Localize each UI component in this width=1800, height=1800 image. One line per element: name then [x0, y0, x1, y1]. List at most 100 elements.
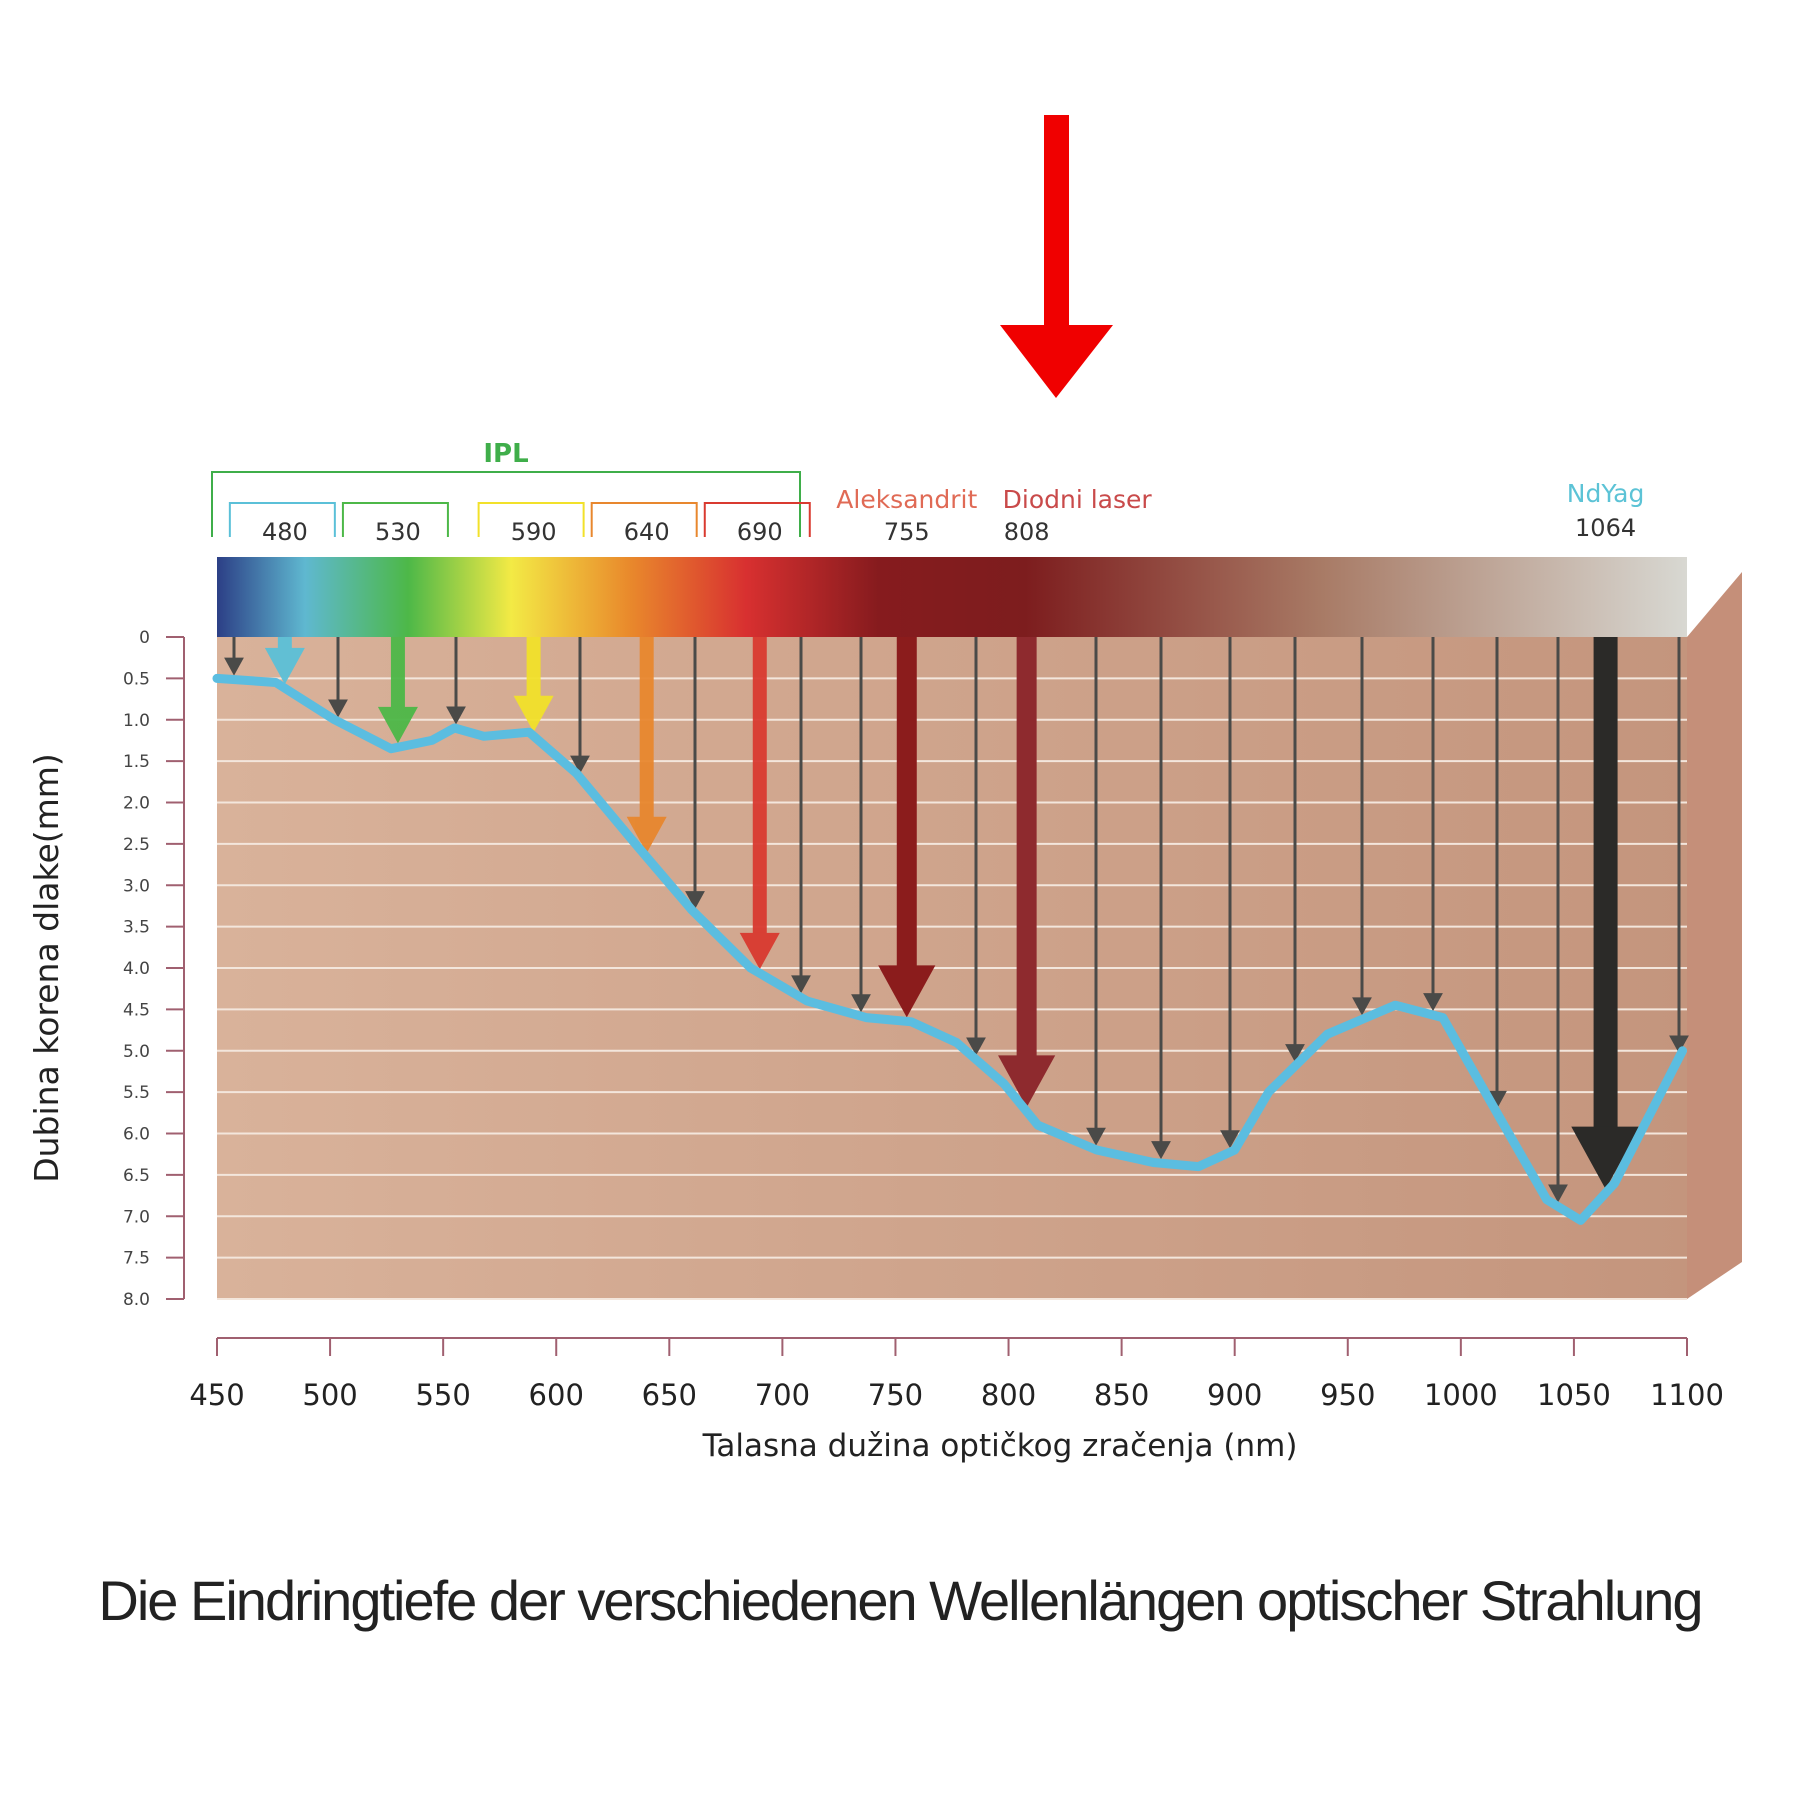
gray-arrow-head — [1352, 997, 1372, 1016]
x-tick-label: 800 — [981, 1378, 1036, 1412]
gray-arrow-head — [1423, 993, 1443, 1012]
gray-arrow — [966, 637, 986, 1056]
gray-arrow-shaft — [336, 637, 340, 702]
y-tick-label: 1.5 — [123, 752, 150, 772]
gray-arrow-shaft — [1293, 637, 1297, 1047]
gray-arrow — [446, 637, 466, 725]
laser-arrow-head — [1571, 1126, 1640, 1190]
gray-arrow-head — [1151, 1141, 1171, 1160]
depth-curve — [212, 673, 1687, 1225]
filter-arrow — [739, 637, 780, 970]
x-tick-label: 1050 — [1537, 1378, 1611, 1412]
y-tick-label: 0.5 — [123, 669, 150, 689]
filter-wavelength: 530 — [375, 518, 421, 546]
gray-arrow-shaft — [578, 637, 582, 758]
laser-arrow — [1571, 637, 1640, 1190]
gray-arrow-head — [1548, 1184, 1568, 1203]
gray-arrow — [1423, 637, 1443, 1012]
filter-bracket — [341, 502, 449, 537]
filter-arrow — [626, 637, 667, 854]
gray-arrow-shaft — [1094, 637, 1098, 1130]
gray-arrow — [851, 637, 871, 1013]
gray-arrow-shaft — [1431, 637, 1435, 996]
gray-arrow — [1086, 637, 1106, 1146]
gray-arrow — [685, 637, 705, 910]
filter-arrow-shaft — [390, 637, 405, 709]
grid — [217, 677, 1687, 1300]
laser-arrow-shaft — [1016, 637, 1037, 1058]
x-tick-label: 1100 — [1650, 1378, 1724, 1412]
y-tick-label: 4.5 — [123, 1000, 150, 1020]
gray-arrow-head — [224, 657, 244, 676]
gray-arrow-head — [966, 1037, 986, 1056]
gray-arrow-shaft — [859, 637, 863, 997]
pointer-head — [1000, 325, 1113, 398]
gray-arrow-shaft — [1677, 637, 1681, 1038]
gray-arrow — [1151, 637, 1171, 1160]
filter-arrow-shaft — [752, 637, 767, 935]
y-axis-label: Dubina korena dlake(mm) — [27, 753, 66, 1183]
y-tick-label: 6.0 — [123, 1125, 150, 1145]
y-tick-label: 2.5 — [123, 835, 150, 855]
gray-arrow-head — [1285, 1044, 1305, 1063]
y-tick-label: 3.0 — [123, 876, 150, 896]
laser-wavelength: 1064 — [1575, 514, 1636, 542]
gray-arrow — [224, 637, 244, 676]
gray-arrow-head — [570, 755, 590, 774]
arrows — [224, 637, 1689, 1203]
gray-arrow-head — [685, 891, 705, 910]
gray-arrow — [570, 637, 590, 774]
gray-arrow-shaft — [799, 637, 803, 978]
laser-name: NdYag — [1567, 479, 1645, 508]
filter-arrow-head — [739, 932, 780, 970]
x-tick-label: 500 — [302, 1378, 357, 1412]
filter-arrow-head — [377, 706, 418, 744]
y-tick-label: 5.0 — [123, 1042, 150, 1062]
laser-name: Diodni laser — [1003, 485, 1153, 514]
plot — [212, 673, 1687, 1225]
gray-arrow-head — [1086, 1127, 1106, 1146]
gray-arrow-shaft — [1556, 637, 1560, 1187]
ipl-label: IPL — [483, 439, 528, 469]
filter-arrow-head — [264, 647, 305, 685]
x-tick-label: 600 — [529, 1378, 584, 1412]
filter-arrow — [377, 637, 418, 744]
chart-title: Die Eindringtiefe der verschiedenen Well… — [98, 1569, 1701, 1632]
gray-arrow-shaft — [1495, 637, 1499, 1093]
gray-arrow-shaft — [1159, 637, 1163, 1144]
gray-arrow — [1669, 637, 1689, 1054]
y-tick-label: 2.0 — [123, 794, 150, 814]
filter-bracket — [590, 502, 698, 537]
gray-arrow — [328, 637, 348, 718]
laser-arrow-shaft — [1593, 637, 1618, 1129]
y-tick-label: 1.0 — [123, 711, 150, 731]
x-tick-label: 550 — [415, 1378, 470, 1412]
laser-arrow-head — [998, 1055, 1056, 1108]
y-tick-label: 6.5 — [123, 1166, 150, 1186]
gray-arrow-shaft — [974, 637, 978, 1040]
gray-arrow-shaft — [1228, 637, 1232, 1133]
y-tick-label: 7.5 — [123, 1249, 150, 1269]
filter-arrow-shaft — [277, 637, 292, 650]
laser-arrow-shaft — [896, 637, 917, 968]
y-tick-label: 5.5 — [123, 1083, 150, 1103]
laser-arrow — [998, 637, 1056, 1108]
gray-arrow-head — [851, 994, 871, 1013]
gray-arrow-head — [446, 706, 466, 725]
y-tick-label: 7.0 — [123, 1207, 150, 1227]
y-tick-label: 8.0 — [123, 1290, 150, 1310]
y-tick-label: 3.5 — [123, 918, 150, 938]
pointer-shaft — [1044, 115, 1069, 335]
x-tick-label: 700 — [755, 1378, 810, 1412]
gray-arrow-shaft — [232, 637, 236, 660]
filter-bracket — [477, 502, 585, 537]
gray-arrow — [791, 637, 811, 994]
gray-arrow — [1352, 637, 1372, 1016]
laser-wavelength: 755 — [884, 518, 930, 546]
laser-wavelength: 808 — [1004, 518, 1050, 546]
gray-arrow-head — [791, 975, 811, 994]
x-tick-label: 750 — [868, 1378, 923, 1412]
gray-arrow-shaft — [693, 637, 697, 894]
